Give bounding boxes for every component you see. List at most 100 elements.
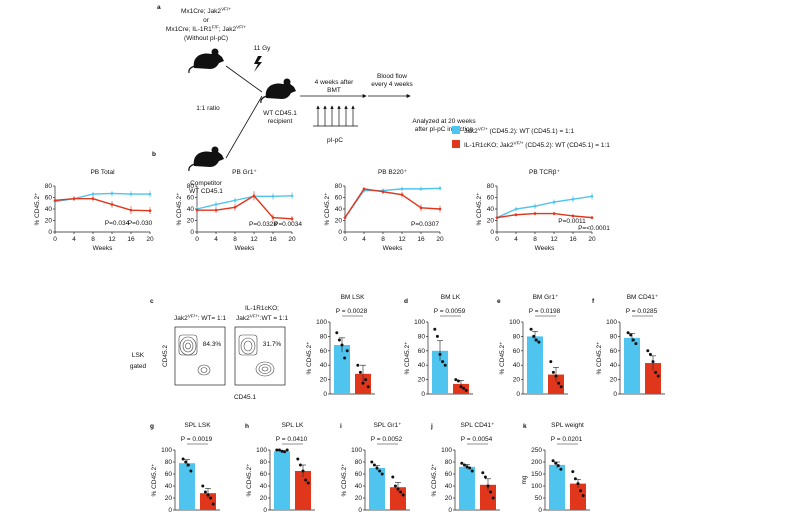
series-line	[344, 188, 441, 219]
data-point	[571, 470, 575, 474]
point	[590, 216, 594, 219]
x-tick-label: 16	[269, 236, 277, 243]
timing-label: BMT	[327, 87, 341, 94]
series-line	[197, 194, 293, 220]
series-line	[196, 195, 293, 210]
treatment-label: pI-pC	[327, 137, 343, 144]
ratio-label: 1:1 ratio	[196, 105, 220, 112]
data-point	[551, 370, 555, 374]
data-point	[201, 484, 205, 488]
flow-x-label: CD45.1	[234, 394, 256, 401]
point	[91, 192, 95, 196]
flow-header-part: :WT = 1:1	[260, 315, 289, 322]
p-value: P=0.034	[105, 220, 130, 227]
y-tick-label: 80	[260, 459, 268, 466]
data-point	[304, 478, 308, 482]
point	[129, 192, 133, 196]
legend-label-part: Jak2	[464, 128, 478, 135]
data-point	[275, 448, 279, 452]
legend-label: Jak2VF/+ (CD45.2): WT (CD45.1) = 1:1	[464, 127, 574, 136]
y-tick-label: 40	[45, 206, 53, 213]
data-point	[206, 493, 210, 497]
y-tick-label: 60	[610, 348, 618, 355]
data-point	[277, 448, 281, 452]
y-tick-label: 20	[487, 218, 495, 225]
data-point	[581, 494, 585, 498]
data-point	[483, 475, 487, 479]
panel-label: c	[150, 298, 154, 305]
point	[53, 199, 57, 202]
data-point	[557, 381, 561, 385]
data-point	[372, 463, 376, 467]
y-tick-label: 0	[358, 507, 362, 514]
y-tick-label: 60	[260, 471, 268, 478]
x-tick-label: 0	[53, 236, 57, 243]
y-axis-label: % CD45.2⁺	[404, 341, 411, 375]
data-point	[283, 450, 287, 454]
x-tick-label: 20	[288, 236, 296, 243]
data-point	[579, 489, 583, 493]
x-tick-label: 0	[195, 236, 199, 243]
chart-title: BM LK	[441, 294, 461, 301]
chart-title: BM CD41⁺	[627, 294, 659, 301]
y-tick-label: 20	[418, 377, 426, 384]
y-tick-label: 200	[531, 459, 542, 466]
y-tick-label: 60	[513, 348, 521, 355]
y-tick-label: 0	[338, 229, 342, 236]
y-tick-label: 20	[45, 218, 53, 225]
x-tick-label: 8	[533, 236, 537, 243]
point	[343, 216, 347, 219]
lightning-icon	[254, 56, 262, 72]
point	[148, 192, 152, 196]
x-tick-label: 12	[108, 236, 116, 243]
data-point	[529, 327, 533, 331]
data-point	[443, 363, 447, 367]
y-tick-label: 0	[263, 507, 267, 514]
donor-label-part: Mx1Cre; IL-1R1	[166, 26, 212, 33]
donor-label: (Without pI-pC)	[184, 35, 228, 42]
data-point	[343, 356, 347, 360]
flow-header-part: VF/+	[250, 314, 260, 319]
y-axis-label: % CD45.2⁺	[246, 463, 253, 497]
point	[514, 207, 518, 211]
x-tick-label: 8	[91, 236, 95, 243]
y-tick-label: 80	[320, 333, 328, 340]
x-tick-label: 8	[233, 236, 237, 243]
data-point	[380, 472, 384, 476]
y-tick-label: 80	[335, 183, 343, 190]
chart-title: SPL LSK	[184, 422, 211, 429]
y-tick-label: 20	[610, 377, 618, 384]
gate-label: LSK	[132, 352, 145, 359]
x-axis-label: Weeks	[383, 245, 403, 252]
panel-label: j	[430, 423, 433, 430]
y-tick-label: 80	[487, 183, 495, 190]
injection-arrows	[313, 105, 358, 127]
bar	[369, 468, 385, 510]
point	[533, 212, 537, 215]
bar	[548, 374, 564, 394]
data-point	[184, 460, 188, 464]
y-tick-label: 150	[531, 471, 542, 478]
y-tick-label: 80	[355, 459, 363, 466]
point	[552, 212, 556, 215]
flow-y-label: CD45.2	[162, 345, 169, 367]
series-line	[54, 197, 151, 212]
point	[271, 195, 275, 198]
legend-swatch	[452, 126, 460, 134]
y-tick-label: 80	[165, 459, 173, 466]
data-point	[462, 386, 466, 390]
panel-label: k	[523, 423, 527, 430]
point	[571, 214, 575, 218]
p-value: P=0.0328	[249, 221, 277, 228]
data-point	[654, 370, 658, 374]
panel-label: g	[150, 423, 154, 430]
data-point	[370, 460, 374, 464]
x-tick-label: 12	[250, 236, 258, 243]
y-tick-label: 60	[418, 348, 426, 355]
p-value: P = 0.0198	[529, 308, 561, 315]
bar	[453, 383, 469, 394]
y-tick-label: 60	[320, 348, 328, 355]
data-point	[345, 349, 349, 353]
bar	[390, 487, 406, 510]
y-tick-label: 40	[335, 206, 343, 213]
